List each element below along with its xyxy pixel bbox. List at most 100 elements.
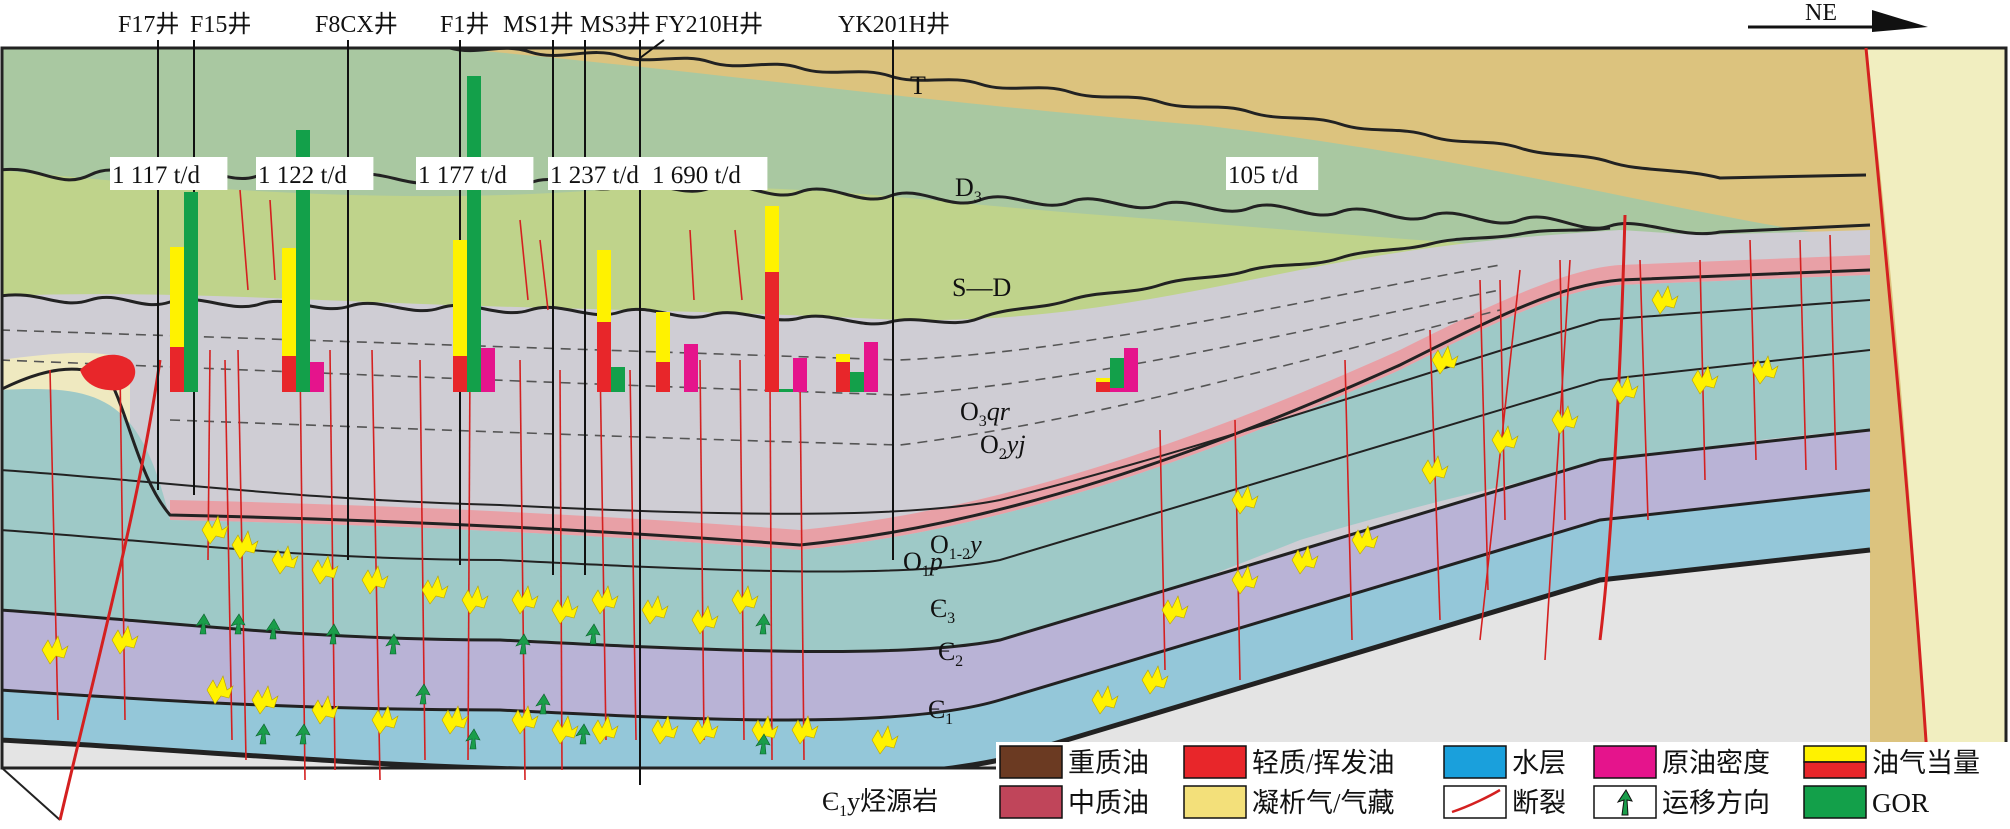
bar-segment — [765, 206, 779, 272]
fault-left — [58, 359, 162, 821]
production-label-text: 1 122 t/d — [258, 162, 347, 189]
legend-medium-swatch — [999, 785, 1063, 819]
production-label-2: 1 177 t/d — [416, 157, 534, 190]
bar-segment — [684, 344, 698, 392]
hydrocarbon-show — [1611, 375, 1639, 405]
bar-group-1 — [282, 130, 324, 392]
production-label-5: 105 t/d — [1226, 157, 1319, 190]
migration-arrow — [515, 633, 531, 655]
legend-fault-label: 断裂 — [1512, 788, 1566, 818]
hydrocarbon-show — [591, 585, 619, 615]
bar-segment — [1124, 350, 1138, 392]
small-fault — [734, 229, 743, 301]
legend: 重质油 轻质/挥发油 水层 原油密度 油气当量 中质油 凝析气/气藏 断裂 运移… — [996, 742, 2008, 822]
label-source-rock: Є1y烃源岩 — [822, 787, 938, 820]
hydrocarbon-show — [271, 545, 299, 575]
bar-segment — [296, 130, 310, 392]
bar-segment — [453, 240, 467, 356]
label-O12y: O1-2y — [930, 530, 982, 563]
production-label-bg — [650, 157, 768, 190]
hydrocarbon-show — [1091, 685, 1119, 715]
legend-medium-label: 中质油 — [1068, 788, 1149, 818]
hydrocarbon-show — [311, 555, 339, 585]
bottom-cut — [1, 767, 61, 821]
hydrocarbon-show — [731, 585, 759, 615]
bar-segment — [1096, 382, 1110, 392]
legend-water-label: 水层 — [1512, 748, 1566, 778]
small-fault — [1699, 259, 1706, 481]
production-label-3: 1 237 t/d — [548, 157, 666, 190]
strat-labels: T D3 S—D O3qr O2yj O1-2y O1p Є3 Є2 Є1 Є1… — [822, 71, 1026, 820]
small-fault — [689, 229, 695, 301]
small-fault — [269, 199, 276, 281]
well-name-MS1: MS1井 — [503, 11, 574, 38]
small-fault — [1159, 429, 1166, 671]
hydrocarbon-show — [206, 675, 234, 705]
well-name-YK201H: YK201H井 — [838, 11, 950, 38]
bar-group-5 — [765, 206, 793, 392]
hydrocarbon-show — [871, 725, 899, 755]
production-label-bg — [1226, 157, 1319, 190]
bar-segment — [467, 76, 481, 392]
legend-heavy-swatch — [999, 745, 1063, 779]
migration-arrow — [255, 723, 271, 745]
small-fault — [699, 359, 705, 741]
production-label-bg — [416, 157, 534, 190]
hydrocarbon-show — [441, 705, 469, 735]
production-label-bg — [548, 157, 666, 190]
small-fault — [599, 359, 607, 741]
legend-condensate-label: 凝析气/气藏 — [1252, 788, 1395, 818]
hydrocarbon-show — [1551, 405, 1579, 435]
production-label-text: 1 177 t/d — [418, 162, 507, 189]
migration-arrow — [755, 613, 771, 635]
production-label-0: 1 117 t/d — [110, 157, 228, 190]
small-fault — [519, 359, 526, 781]
hydrocarbon-show — [421, 575, 449, 605]
bar-segment — [656, 362, 670, 392]
legend-equiv-label: 油气当量 — [1872, 748, 1980, 778]
small-fault — [1544, 259, 1571, 661]
small-fault — [1829, 234, 1837, 471]
production-label-bg — [256, 157, 374, 190]
hydrocarbon-show — [1651, 285, 1679, 315]
hydrocarbon-show — [361, 565, 389, 595]
legend-gor-swatch — [1803, 785, 1867, 819]
small-fault — [224, 359, 233, 741]
hydrocarbon-show — [231, 530, 259, 560]
bar-segment — [453, 356, 467, 392]
production-label-text: 105 t/d — [1228, 162, 1299, 189]
label-C2: Є2 — [938, 637, 963, 670]
production-label-1: 1 122 t/d — [256, 157, 374, 190]
legend-heavy-label: 重质油 — [1068, 748, 1149, 778]
bar-segment — [170, 247, 184, 347]
small-fault — [49, 369, 59, 721]
well-names: F17井 F15井 F8CX井 F1井 MS1井 MS3井 FY210H井 YK201H井 — [118, 11, 950, 38]
small-fault — [1344, 359, 1353, 641]
layer-O2 — [170, 255, 1870, 550]
hydrocarbon-show — [41, 635, 69, 665]
migration-arrow — [295, 723, 311, 745]
bar-segment — [170, 347, 184, 392]
hydrocarbon-show — [641, 595, 669, 625]
faults — [58, 47, 1930, 821]
small-fault — [467, 359, 471, 761]
label-C3: Є3 — [930, 594, 955, 627]
bar-group-2 — [453, 76, 495, 392]
small-fault — [629, 369, 637, 741]
small-fault — [299, 359, 306, 781]
label-T: T — [910, 71, 926, 100]
bar-segment — [1096, 378, 1110, 382]
hydrocarbon-show — [1231, 485, 1259, 515]
bar-segment — [779, 389, 793, 392]
hydrocarbon-show — [1291, 545, 1319, 575]
bar-segment — [765, 272, 779, 392]
small-fault — [329, 349, 336, 771]
legend-light-label: 轻质/挥发油 — [1252, 748, 1395, 778]
layer-base — [2, 550, 1870, 768]
well-head-FY210H — [639, 39, 665, 59]
bar-group-0 — [170, 192, 198, 392]
hydrocarbon-show — [201, 515, 229, 545]
hydrocarbon-show — [551, 595, 579, 625]
bar-segment — [793, 358, 807, 392]
